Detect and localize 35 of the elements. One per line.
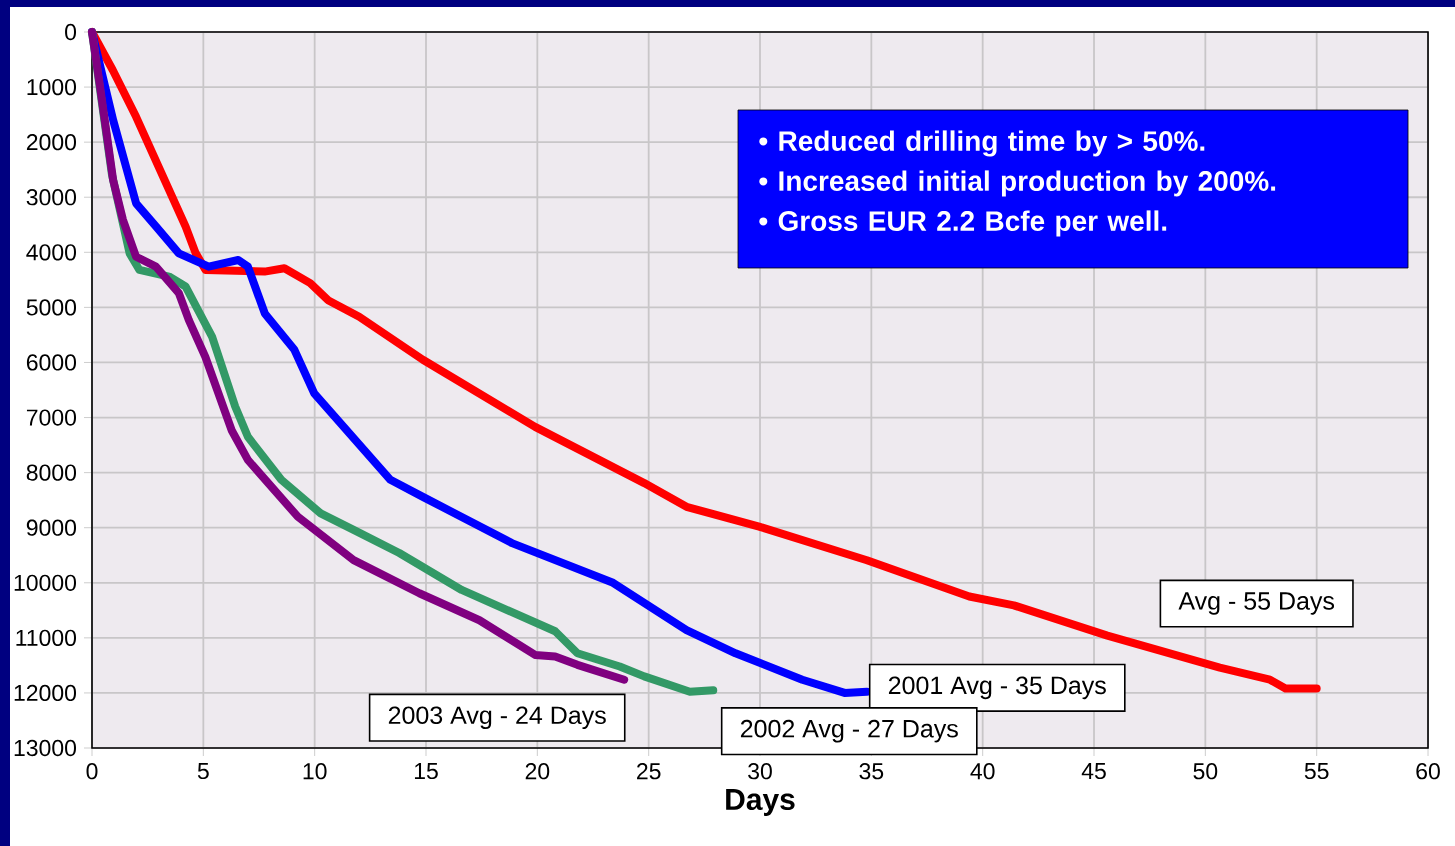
x-tick-label: 30	[748, 763, 772, 780]
y-tick-label: 4000	[26, 244, 77, 261]
annotation: • Reduced drilling time by > 50%.	[759, 130, 1205, 157]
x-tick-label: 40	[970, 763, 995, 780]
x-tick-label: 15	[414, 763, 438, 780]
y-tick-label: 2000	[26, 134, 77, 151]
annotation: • Gross EUR 2.2 Bcfe per well.	[759, 210, 1167, 237]
y-tick-label: 0	[65, 23, 77, 41]
y-tick-label: 1000	[27, 78, 77, 96]
y-tick-label: 10000	[14, 574, 77, 591]
x-tick-label: 45	[1081, 763, 1106, 780]
x-axis-title: Days	[726, 789, 795, 816]
x-tick-label: 35	[859, 763, 884, 780]
y-tick-label: 9000	[26, 519, 77, 536]
y-tick-label: 6000	[26, 354, 77, 371]
y-tick-label: 13000	[14, 739, 77, 757]
series-label: 2002 Avg - 27 Days	[740, 719, 958, 743]
x-tick-label: 55	[1304, 763, 1329, 780]
x-tick-label: 50	[1193, 763, 1218, 780]
series-label: 2003 Avg - 24 Days	[388, 706, 606, 730]
y-tick-label: 3000	[26, 189, 77, 206]
annotation: • Increased initial production by 200%.	[759, 170, 1276, 197]
y-tick-label: 12000	[14, 684, 77, 702]
y-tick-label: 5000	[26, 299, 77, 316]
series-label: 2001 Avg - 35 Days	[888, 676, 1106, 700]
y-tick-label: 7000	[26, 409, 77, 426]
x-tick-label: 20	[525, 763, 550, 780]
x-tick-label: 0	[86, 763, 98, 780]
x-tick-label: 60	[1416, 763, 1440, 780]
series-label: Avg - 55 Days	[1178, 592, 1335, 615]
x-tick-label: 25	[637, 763, 661, 780]
y-tick-label: 8000	[26, 464, 77, 481]
x-tick-label: 10	[303, 763, 327, 780]
y-tick-label: 11000	[16, 629, 77, 646]
x-tick-label: 5	[197, 763, 209, 780]
